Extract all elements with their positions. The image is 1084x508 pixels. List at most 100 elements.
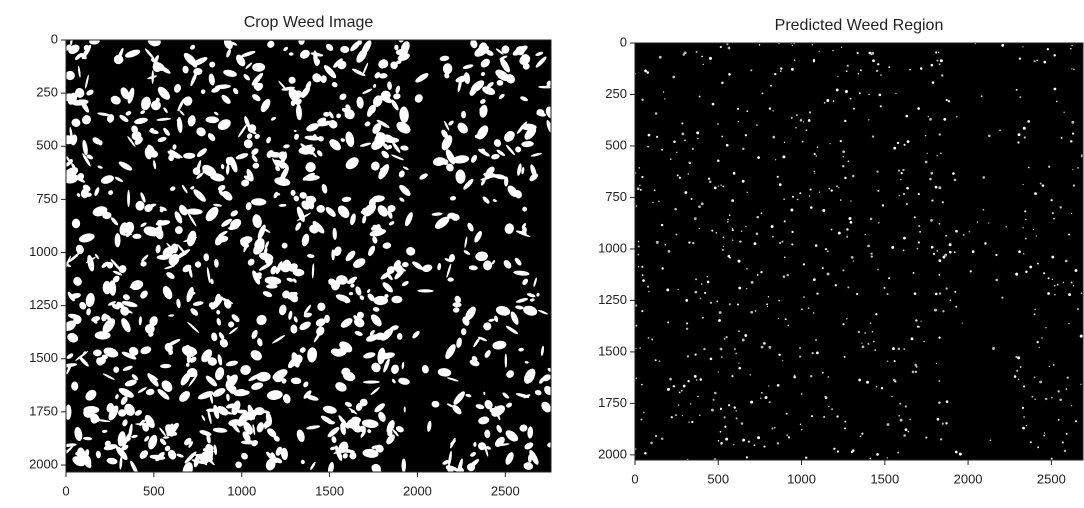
texture [205, 206, 219, 222]
texture [637, 245, 640, 248]
texture [380, 271, 392, 280]
texture [348, 407, 358, 415]
texture [903, 348, 906, 351]
texture [641, 274, 644, 277]
texture [992, 347, 995, 350]
texture [1070, 48, 1072, 50]
texture [938, 273, 941, 276]
texture [761, 392, 763, 394]
texture [215, 367, 225, 381]
texture [824, 248, 828, 251]
texture [124, 49, 141, 58]
texture [1048, 365, 1051, 368]
texture [175, 249, 190, 259]
texture [92, 318, 98, 324]
texture [241, 179, 250, 187]
texture [1070, 140, 1073, 143]
texture [877, 63, 880, 66]
texture [293, 129, 297, 132]
texture [237, 412, 249, 427]
texture [140, 290, 148, 299]
texture [818, 50, 820, 52]
texture [145, 203, 157, 209]
texture [306, 123, 319, 132]
texture [802, 121, 805, 123]
texture [869, 457, 872, 460]
texture [122, 365, 133, 371]
texture [79, 301, 87, 310]
texture [856, 292, 859, 296]
texture [742, 147, 745, 151]
texture [637, 253, 640, 256]
texture [780, 70, 782, 72]
texture [341, 196, 352, 203]
texture [182, 264, 192, 273]
texture [345, 250, 356, 262]
texture [853, 107, 855, 110]
texture [790, 116, 793, 119]
texture [830, 189, 833, 192]
texture [930, 218, 933, 222]
texture [1072, 285, 1075, 287]
texture [206, 434, 211, 444]
texture [643, 411, 645, 414]
texture [857, 330, 861, 334]
texture [1034, 308, 1036, 311]
texture [205, 116, 220, 124]
x-tick-label: 0 [62, 483, 69, 498]
texture [1018, 57, 1022, 60]
texture [264, 420, 269, 429]
texture [790, 208, 794, 212]
texture [356, 96, 364, 109]
texture [454, 295, 462, 304]
texture [870, 252, 873, 255]
texture [368, 245, 376, 257]
texture [189, 356, 197, 363]
texture [214, 111, 219, 116]
texture [83, 436, 93, 441]
texture [1077, 308, 1079, 310]
texture [654, 359, 657, 362]
texture [914, 370, 918, 374]
y-tick-label: 1500 [598, 343, 627, 358]
texture [70, 134, 78, 146]
texture [254, 133, 260, 140]
texture [322, 405, 337, 414]
texture [786, 434, 788, 436]
texture [687, 173, 689, 175]
texture [784, 318, 787, 321]
texture [370, 161, 380, 171]
texture [392, 429, 399, 437]
texture [292, 268, 305, 277]
texture [245, 62, 253, 69]
texture [185, 344, 192, 354]
texture [913, 216, 916, 219]
texture [337, 205, 350, 219]
texture [148, 331, 154, 337]
texture [1034, 192, 1037, 195]
texture [463, 72, 471, 85]
texture [717, 185, 720, 187]
texture [302, 172, 315, 181]
y-tick-label: 250 [36, 85, 58, 100]
texture [931, 199, 934, 202]
texture [157, 219, 163, 224]
texture [163, 127, 170, 136]
texture [387, 210, 393, 219]
texture [312, 134, 317, 141]
texture [635, 377, 637, 379]
texture [225, 360, 238, 367]
texture [515, 393, 530, 398]
texture [254, 238, 265, 250]
texture [219, 338, 229, 348]
texture [984, 242, 987, 245]
texture [1022, 183, 1024, 186]
texture [431, 212, 443, 216]
texture [714, 391, 717, 395]
texture [270, 265, 277, 275]
texture [255, 82, 264, 92]
texture [77, 172, 85, 180]
texture [813, 172, 816, 174]
texture [158, 223, 163, 231]
texture [452, 404, 462, 415]
